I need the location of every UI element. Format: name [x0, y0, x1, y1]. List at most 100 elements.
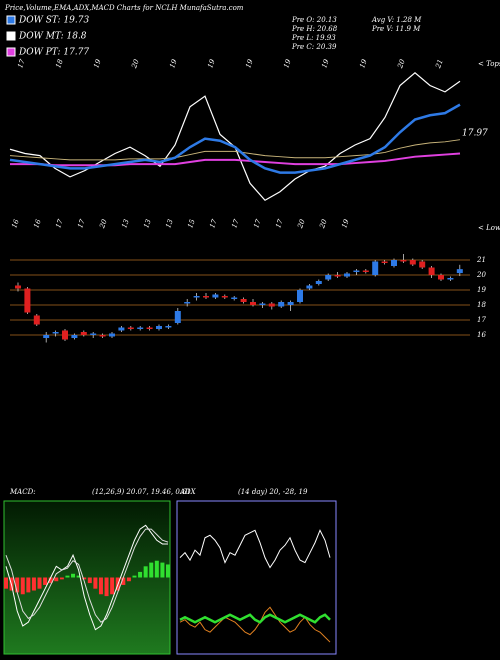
date-label: 19 [282, 58, 293, 70]
panel-params: (12,26,9) 20.07, 19.46, 0.61 [92, 488, 191, 496]
candle-body [391, 260, 397, 266]
candle-body [52, 332, 59, 334]
date-label: 15 [186, 218, 197, 230]
stat: Pre H: 20.68 [291, 25, 338, 33]
candle-body [184, 302, 191, 304]
histogram-bar [87, 577, 92, 584]
adx-panel [176, 500, 337, 655]
date-label: 19 [168, 58, 179, 70]
histogram-bar [149, 562, 154, 578]
stat: Pre C: 20.39 [291, 43, 337, 51]
candle-body [221, 296, 228, 298]
line-ema-st [9, 103, 461, 174]
date-label: 20 [296, 218, 307, 231]
candle-body [438, 275, 444, 280]
candle-body [165, 326, 172, 328]
stat: Avg V: 1.28 M [371, 16, 422, 24]
histogram-bar [98, 577, 103, 595]
date-label: 17 [252, 218, 263, 230]
candle-body [268, 303, 275, 307]
candle-body [146, 327, 153, 329]
candle-body [428, 267, 435, 275]
chart-title: Price,Volume,EMA,ADX,MACD Charts for NCL… [4, 4, 244, 12]
date-label: 18 [54, 58, 65, 70]
candle-body [297, 290, 303, 302]
candle-body [259, 303, 266, 305]
candle-body [137, 327, 144, 329]
y-tick-label: 17 [477, 316, 486, 324]
macd-panel [3, 500, 171, 655]
candle-body [99, 335, 106, 337]
legend-swatch [6, 15, 16, 25]
date-label: 19 [340, 218, 351, 230]
candle-body [203, 296, 209, 298]
histogram-bar [76, 575, 81, 578]
candle-body [315, 281, 322, 284]
candle-body [71, 335, 78, 338]
histogram-bar [143, 566, 148, 578]
candle-body [62, 330, 68, 340]
histogram-bar [71, 573, 76, 578]
histogram-bar [138, 571, 143, 578]
candle-body [80, 332, 87, 335]
candle-body [456, 269, 463, 274]
candle-body [212, 294, 219, 298]
line-plus-di [179, 529, 331, 569]
value-label: 17.97 [462, 129, 488, 139]
panel-params: (14 day) 20, -28, 19 [238, 488, 308, 496]
candle-body [109, 333, 115, 337]
y-tick-label: 16 [477, 331, 486, 339]
histogram-bar [166, 564, 170, 578]
date-label: 19 [92, 58, 103, 70]
histogram-bar [31, 577, 36, 591]
date-label: 13 [142, 218, 153, 230]
histogram-bar [20, 577, 25, 595]
candle-body [362, 270, 369, 272]
candle-body [409, 260, 416, 265]
date-label: 17 [230, 218, 241, 230]
candle-body [24, 288, 31, 313]
date-label: 20 [98, 218, 109, 231]
histogram-bar [104, 577, 109, 597]
histogram-bar [59, 577, 64, 580]
legend-label: DOW MT: 18.8 [18, 32, 87, 42]
histogram-bar [54, 577, 59, 582]
candle-body [174, 311, 181, 323]
candle-body [15, 285, 21, 289]
date-label: 19 [358, 58, 369, 70]
legend-swatch [6, 47, 16, 57]
date-label: 19 [206, 58, 217, 70]
line-signal [5, 528, 169, 623]
histogram-bar [154, 560, 159, 578]
date-label: 13 [120, 218, 131, 230]
date-label: 17 [274, 218, 285, 230]
candle-body [43, 335, 50, 338]
candle-body [231, 297, 238, 299]
legend-label: DOW PT: 17.77 [18, 48, 89, 58]
y-tick-label: 20 [476, 271, 486, 279]
candle-body [325, 275, 332, 280]
date-label: 17 [208, 218, 219, 230]
note: < Tops [478, 60, 500, 68]
histogram-bar [26, 577, 31, 593]
legend-label: DOW ST: 19.73 [18, 16, 89, 26]
line-ema-long [9, 139, 461, 161]
histogram-bar [126, 577, 131, 582]
date-label: 17 [16, 58, 27, 70]
histogram-bar [93, 577, 98, 589]
candle-body [334, 275, 341, 277]
date-label: 20 [396, 58, 407, 71]
date-label: 20 [318, 218, 329, 231]
date-label: 19 [244, 58, 255, 70]
date-label: 16 [32, 218, 43, 230]
candle-body [278, 302, 285, 307]
y-tick-label: 19 [477, 286, 486, 294]
candle-body [306, 285, 313, 289]
histogram-bar [48, 577, 53, 584]
candle-body [90, 333, 97, 335]
date-label: 19 [320, 58, 331, 70]
candle-body [240, 299, 247, 302]
line-adx [179, 613, 331, 624]
histogram-bar [160, 562, 165, 578]
